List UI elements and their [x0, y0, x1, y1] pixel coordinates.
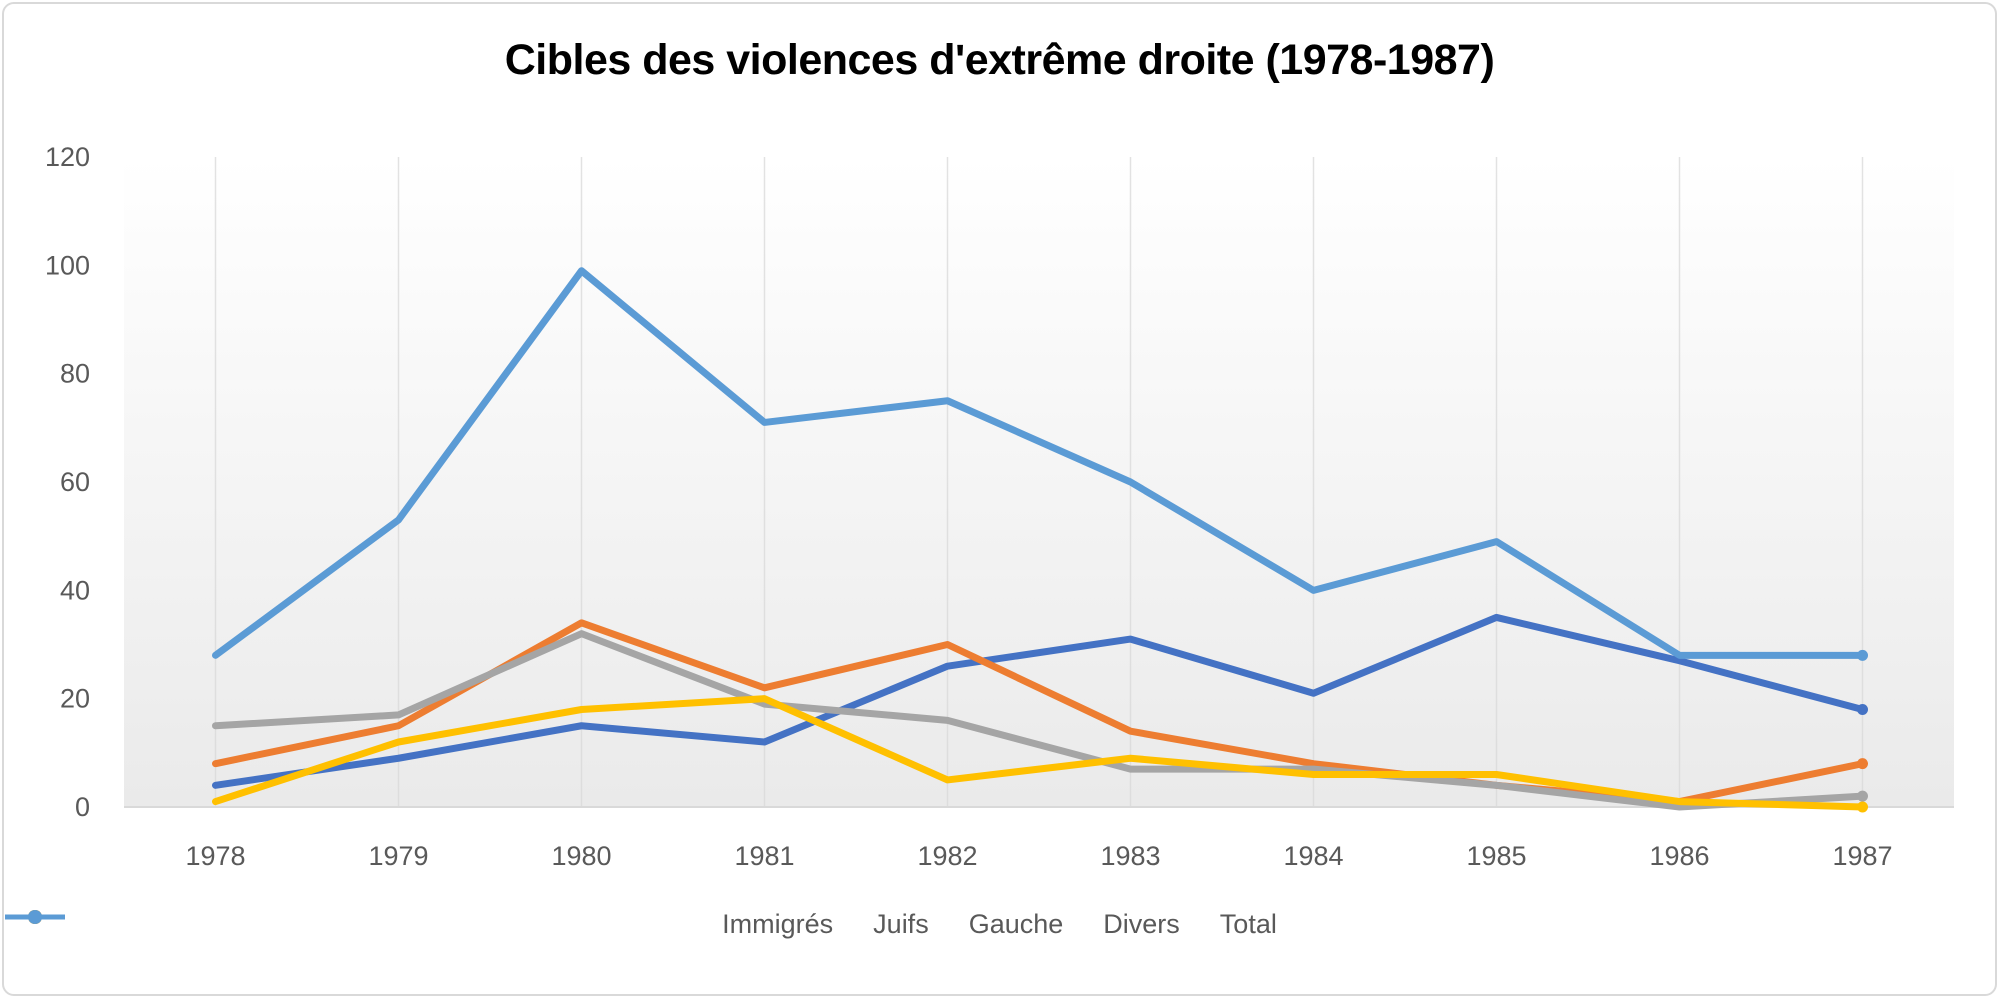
legend-item-total: Total	[5, 909, 1277, 940]
legend-label: Divers	[1103, 909, 1180, 939]
y-axis-tick-label: 80	[60, 359, 90, 389]
series-end-dot-divers	[1857, 801, 1868, 813]
legend-item-immigres: Immigrés	[5, 909, 834, 940]
x-axis-tick-label: 1984	[1283, 841, 1343, 871]
series-end-dot-total	[1857, 649, 1868, 661]
legend-label: Gauche	[968, 909, 1064, 939]
y-axis-tick-label: 0	[75, 792, 90, 822]
chart-title: Cibles des violences d'extrême droite (1…	[504, 36, 1495, 84]
y-axis-tick-label: 60	[60, 467, 90, 497]
series-end-dot-juifs	[1857, 758, 1868, 770]
x-axis-tick-label: 1987	[1832, 841, 1892, 871]
y-axis-tick-label: 40	[60, 575, 90, 605]
x-axis-tick-label: 1982	[917, 841, 977, 871]
legend-label: Total	[1219, 909, 1277, 939]
y-axis-tick-label: 120	[45, 142, 90, 172]
x-axis-tick-label: 1983	[1100, 841, 1160, 871]
x-axis-tick-label: 1979	[368, 841, 428, 871]
x-axis-tick-label: 1985	[1466, 841, 1526, 871]
series-end-dot-immigres	[1857, 704, 1868, 715]
legend-marker-dot	[28, 910, 42, 924]
y-axis-tick-label: 20	[60, 684, 90, 714]
y-axis-tick-label: 100	[45, 250, 90, 280]
legend-label: Juifs	[873, 909, 929, 939]
legend-item-divers: Divers	[5, 909, 1180, 940]
legend-label: Immigrés	[722, 909, 834, 939]
series-end-dot-gauche	[1857, 790, 1868, 802]
plot-area: 1978 1979 1980 1981 1982 1983 1984 1985 1986 1987…	[45, 142, 1954, 871]
x-axis-tick-label: 1986	[1649, 841, 1709, 871]
x-axis-tick-label: 1980	[551, 841, 611, 871]
legend: Immigrés Juifs Gauche Divers Total	[4, 909, 1995, 940]
series-line-total	[212, 267, 1866, 659]
legend-item-gauche: Gauche	[5, 909, 1064, 940]
series-line-gauche	[212, 630, 1866, 811]
legend-line-swatch	[5, 910, 65, 924]
series-line-immigres	[212, 613, 1866, 789]
x-axis-tick-label: 1978	[185, 841, 245, 871]
legend-item-juifs: Juifs	[5, 909, 929, 940]
series-line-divers	[212, 695, 1866, 811]
plot-svg: 1978 1979 1980 1981 1982 1983 1984 1985 1986 1987…	[45, 142, 1954, 871]
x-axis-tick-label: 1981	[734, 841, 794, 871]
